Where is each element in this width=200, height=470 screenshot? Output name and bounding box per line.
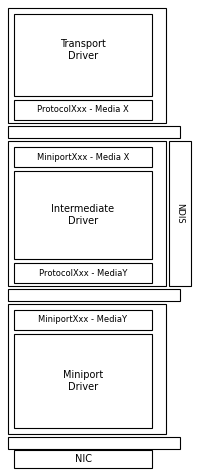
Bar — [14, 14, 152, 96]
Bar — [14, 171, 152, 259]
Bar — [8, 141, 166, 286]
Bar — [14, 334, 152, 428]
Text: Intermediate
Driver: Intermediate Driver — [51, 204, 115, 226]
Text: Miniport
Driver: Miniport Driver — [63, 370, 103, 392]
Text: MiniportXxx - Media X: MiniportXxx - Media X — [37, 152, 129, 162]
Bar — [14, 100, 152, 120]
Bar — [14, 450, 152, 468]
Bar — [8, 289, 180, 301]
Text: MiniportXxx - MediaY: MiniportXxx - MediaY — [38, 315, 128, 324]
Bar — [169, 141, 191, 286]
Text: ProtocolXxx - MediaY: ProtocolXxx - MediaY — [39, 268, 127, 277]
Text: NIC: NIC — [74, 454, 92, 464]
Bar — [8, 8, 166, 123]
Text: NDIS: NDIS — [176, 203, 184, 223]
Bar — [8, 304, 166, 434]
Text: ProtocolXxx - Media X: ProtocolXxx - Media X — [37, 105, 129, 115]
Bar — [8, 437, 180, 449]
Bar — [14, 263, 152, 283]
Bar — [8, 126, 180, 138]
Bar — [14, 310, 152, 330]
Text: Transport
Driver: Transport Driver — [60, 39, 106, 61]
Bar — [14, 147, 152, 167]
